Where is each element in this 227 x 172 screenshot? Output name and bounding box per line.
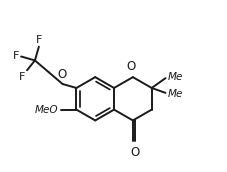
Text: Me: Me: [167, 72, 182, 82]
Text: F: F: [19, 72, 25, 82]
Text: Me: Me: [167, 89, 182, 99]
Text: MeO: MeO: [35, 105, 58, 115]
Text: F: F: [36, 35, 42, 45]
Text: O: O: [57, 68, 66, 81]
Text: F: F: [13, 51, 19, 61]
Text: O: O: [126, 60, 135, 73]
Text: O: O: [130, 146, 139, 159]
